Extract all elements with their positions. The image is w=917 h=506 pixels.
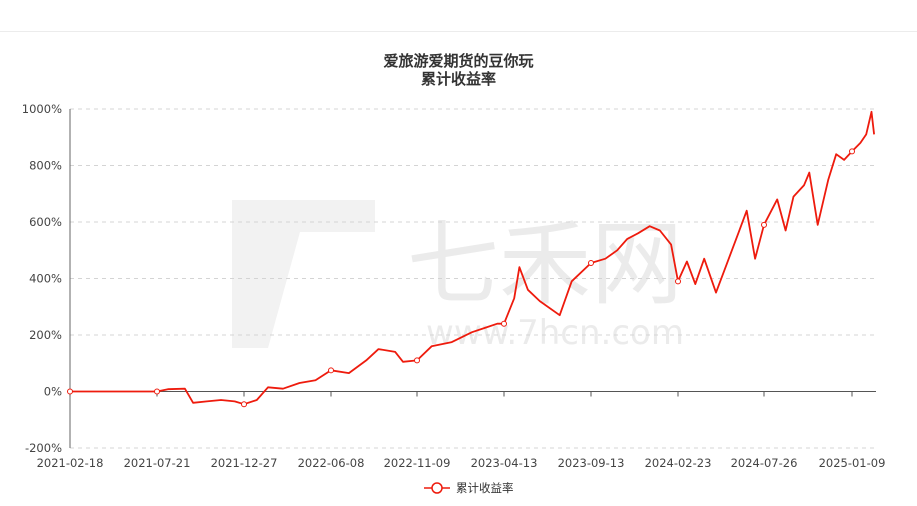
x-tick-label: 2022-06-08 [298, 456, 365, 470]
y-tick-label: 400% [29, 272, 62, 286]
series-marker [328, 367, 334, 374]
series-marker [154, 388, 160, 395]
legend-label[interactable]: 累计收益率 [456, 481, 514, 495]
series-marker [414, 357, 420, 364]
x-tick-label: 2021-07-21 [124, 456, 191, 470]
x-tick-label: 2021-12-27 [211, 456, 278, 470]
x-tick-label: 2023-09-13 [558, 456, 625, 470]
series-marker [761, 221, 767, 228]
watermark-url: www.7hcn.com [426, 313, 684, 353]
y-tick-label: 1000% [22, 102, 62, 116]
top-divider [0, 31, 917, 32]
legend-marker [431, 482, 443, 494]
series-marker [241, 401, 247, 408]
y-tick-label: 0% [44, 385, 62, 399]
x-tick-label: 2025-01-09 [819, 456, 886, 470]
chart-title: 爱旅游爱期货的豆你玩 [383, 52, 534, 70]
series-marker [501, 320, 507, 327]
x-tick-label: 2022-11-09 [384, 456, 451, 470]
series-marker [67, 388, 73, 395]
y-tick-label: 200% [29, 328, 62, 342]
x-tick-label: 2024-07-26 [731, 456, 798, 470]
x-tick-label: 2024-02-23 [645, 456, 712, 470]
y-tick-label: 800% [29, 159, 62, 173]
y-tick-label: -200% [25, 441, 62, 455]
y-tick-label: 600% [29, 215, 62, 229]
x-tick-label: 2023-04-13 [471, 456, 538, 470]
series-marker [588, 259, 594, 266]
series-marker [849, 148, 855, 155]
watermark-brand: 七禾网 [407, 211, 683, 318]
series-line [70, 110, 875, 406]
x-tick-label: 2021-02-18 [37, 456, 104, 470]
watermark-logo-mark [232, 200, 375, 348]
series-marker [675, 278, 681, 285]
chart-subtitle: 累计收益率 [420, 70, 496, 88]
